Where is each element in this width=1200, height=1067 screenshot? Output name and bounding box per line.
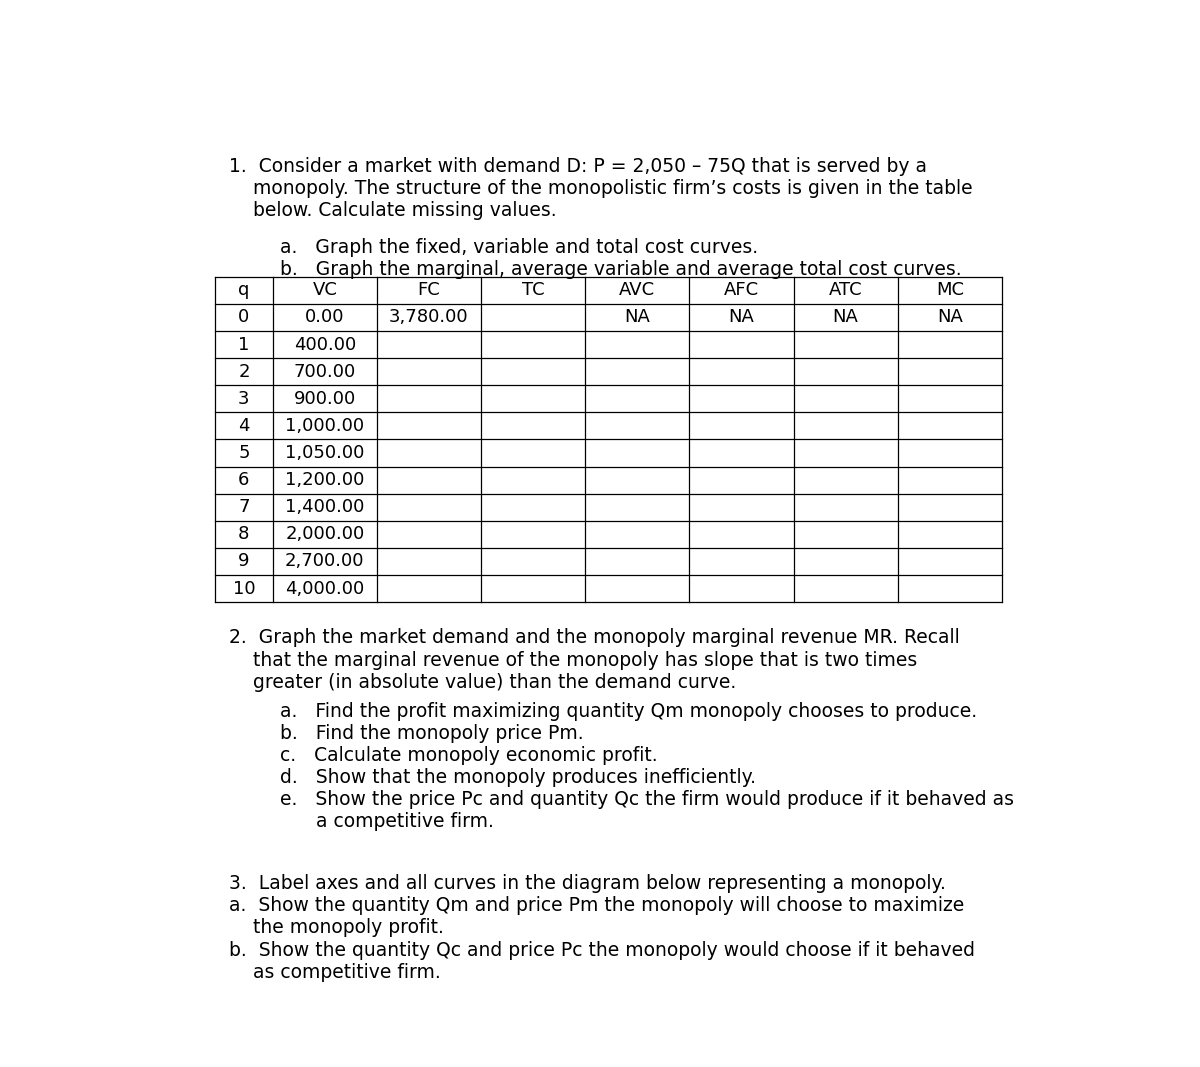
Text: 1: 1 (239, 335, 250, 353)
Text: 0.00: 0.00 (305, 308, 344, 327)
Text: 6: 6 (239, 472, 250, 489)
Text: 900.00: 900.00 (294, 389, 356, 408)
Text: 1,050.00: 1,050.00 (286, 444, 365, 462)
Text: 3.  Label axes and all curves in the diagram below representing a monopoly.: 3. Label axes and all curves in the diag… (229, 874, 946, 893)
Text: 9: 9 (238, 553, 250, 571)
Text: 7: 7 (238, 498, 250, 516)
Text: greater (in absolute value) than the demand curve.: greater (in absolute value) than the dem… (229, 673, 737, 691)
Text: NA: NA (624, 308, 650, 327)
Text: 1,200.00: 1,200.00 (286, 472, 365, 489)
Text: MC: MC (936, 282, 964, 300)
Text: 5: 5 (238, 444, 250, 462)
Text: TC: TC (522, 282, 545, 300)
Text: b.   Graph the marginal, average variable and average total cost curves.: b. Graph the marginal, average variable … (281, 260, 962, 280)
Text: a.   Graph the fixed, variable and total cost curves.: a. Graph the fixed, variable and total c… (281, 238, 758, 257)
Text: FC: FC (418, 282, 440, 300)
Text: 2: 2 (238, 363, 250, 381)
Text: c.   Calculate monopoly economic profit.: c. Calculate monopoly economic profit. (281, 746, 658, 765)
Text: NA: NA (833, 308, 858, 327)
Text: a competitive firm.: a competitive firm. (281, 812, 494, 831)
Text: 1,400.00: 1,400.00 (286, 498, 365, 516)
Text: 3: 3 (238, 389, 250, 408)
Text: ATC: ATC (829, 282, 863, 300)
Text: NA: NA (728, 308, 755, 327)
Text: NA: NA (937, 308, 962, 327)
Text: b.  Show the quantity Qc and price Pc the monopoly would choose if it behaved: b. Show the quantity Qc and price Pc the… (229, 941, 976, 959)
Text: the monopoly profit.: the monopoly profit. (229, 919, 444, 938)
Text: 1.  Consider a market with demand D: P = 2,050 – 75Q that is served by a: 1. Consider a market with demand D: P = … (229, 157, 928, 176)
Text: AVC: AVC (619, 282, 655, 300)
Text: 2,000.00: 2,000.00 (286, 525, 365, 543)
Text: 4,000.00: 4,000.00 (286, 579, 365, 598)
Text: 2,700.00: 2,700.00 (286, 553, 365, 571)
Text: b.   Find the monopoly price Pm.: b. Find the monopoly price Pm. (281, 723, 584, 743)
Text: d.   Show that the monopoly produces inefficiently.: d. Show that the monopoly produces ineff… (281, 768, 756, 787)
Text: 0: 0 (239, 308, 250, 327)
Text: that the marginal revenue of the monopoly has slope that is two times: that the marginal revenue of the monopol… (229, 651, 917, 670)
Text: a.   Find the profit maximizing quantity Qm monopoly chooses to produce.: a. Find the profit maximizing quantity Q… (281, 701, 977, 720)
Text: q: q (239, 282, 250, 300)
Text: 10: 10 (233, 579, 256, 598)
Text: VC: VC (312, 282, 337, 300)
Text: below. Calculate missing values.: below. Calculate missing values. (229, 202, 557, 220)
Text: 400.00: 400.00 (294, 335, 356, 353)
Text: AFC: AFC (724, 282, 760, 300)
Text: 700.00: 700.00 (294, 363, 356, 381)
Text: e.   Show the price Pc and quantity Qc the firm would produce if it behaved as: e. Show the price Pc and quantity Qc the… (281, 791, 1014, 809)
Text: monopoly. The structure of the monopolistic firm’s costs is given in the table: monopoly. The structure of the monopolis… (229, 179, 973, 198)
Text: a.  Show the quantity Qm and price Pm the monopoly will choose to maximize: a. Show the quantity Qm and price Pm the… (229, 896, 965, 915)
Text: 3,780.00: 3,780.00 (389, 308, 469, 327)
Text: 2.  Graph the market demand and the monopoly marginal revenue MR. Recall: 2. Graph the market demand and the monop… (229, 628, 960, 648)
Text: 1,000.00: 1,000.00 (286, 417, 365, 435)
Text: 8: 8 (239, 525, 250, 543)
Text: 4: 4 (238, 417, 250, 435)
Text: as competitive firm.: as competitive firm. (229, 962, 440, 982)
